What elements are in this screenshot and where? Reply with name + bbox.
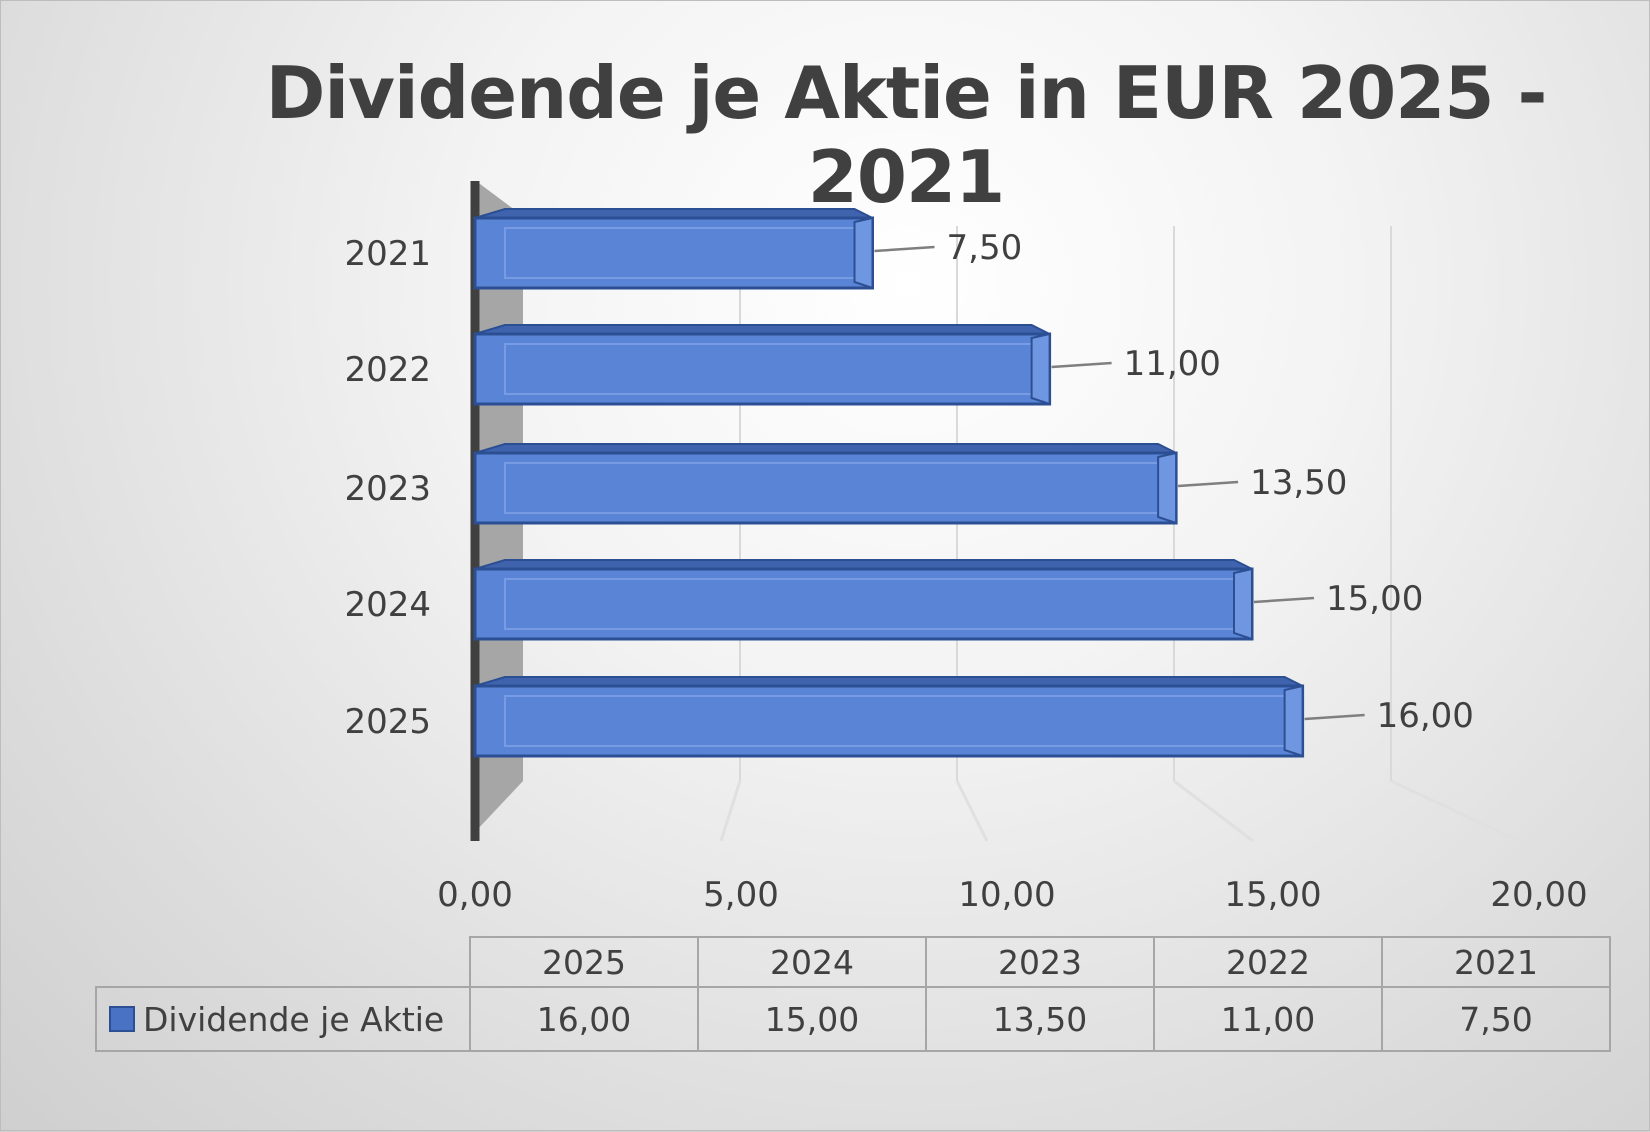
bar	[473, 567, 1254, 641]
category-label: 2022	[344, 350, 431, 390]
data-label: 11,00	[1124, 344, 1221, 384]
bar-end-face	[853, 216, 874, 290]
x-tick-label: 20,00	[1490, 875, 1587, 915]
bar	[473, 332, 1052, 406]
data-table-value-cell: 13,50	[925, 986, 1155, 1052]
category-label: 2021	[344, 234, 431, 274]
data-table-header-cell: 2025	[469, 936, 699, 988]
x-tick-label: 15,00	[1224, 875, 1321, 915]
data-label-leader	[1253, 596, 1315, 604]
data-table-series-cell: Dividende je Aktie	[95, 986, 471, 1052]
data-table-corner	[96, 937, 471, 988]
data-table: 2025 2024 2023 2022 2021 Dividende je Ak…	[95, 936, 1611, 1052]
data-label: 7,50	[947, 228, 1023, 268]
data-table-header-cell: 2022	[1153, 936, 1383, 988]
bar	[473, 216, 874, 290]
legend-series-label: Dividende je Aktie	[143, 999, 445, 1039]
bar-end-face	[1233, 567, 1253, 641]
data-table-header-cell: 2023	[925, 936, 1155, 988]
chart-title: Dividende je Aktie in EUR 2025 - 2021	[265, 51, 1548, 219]
category-label: 2023	[344, 469, 431, 509]
x-tick-label: 0,00	[437, 875, 513, 915]
data-label: 16,00	[1377, 696, 1474, 736]
x-tick-label: 10,00	[958, 875, 1055, 915]
x-tick-label: 5,00	[703, 875, 779, 915]
data-label-leader	[1051, 361, 1112, 369]
labels: 2025 16,00 2024 15,00 2023 13,50 2022 11,00 2021…	[344, 228, 1587, 915]
data-table-row: Dividende je Aktie 16,00 15,00 13,50 11,…	[95, 986, 1611, 1052]
data-table-header-cell: 2021	[1381, 936, 1611, 988]
gridline-floor	[719, 780, 742, 842]
gridline-floor	[1390, 779, 1520, 843]
data-label: 15,00	[1326, 579, 1423, 619]
category-label: 2024	[344, 585, 431, 625]
data-table-value-cell: 15,00	[697, 986, 927, 1052]
data-label-leader	[874, 245, 935, 253]
data-table-value-cell: 11,00	[1153, 986, 1383, 1052]
data-label-leader	[1304, 713, 1365, 721]
bar-end-face	[1030, 332, 1051, 406]
bar-end-face	[1157, 451, 1178, 525]
data-label-leader	[1178, 480, 1239, 488]
gridline-floor	[1173, 779, 1254, 843]
data-table-value-cell: 7,50	[1381, 986, 1611, 1052]
bar-end-face	[1283, 684, 1304, 758]
data-label: 13,50	[1250, 463, 1347, 503]
data-table-header-row: 2025 2024 2023 2022 2021	[96, 936, 1611, 988]
legend-key-icon	[109, 1006, 135, 1032]
gridline-floor	[955, 780, 989, 842]
bars	[473, 208, 1305, 758]
data-table-header-cell: 2024	[697, 936, 927, 988]
data-table-value-cell: 16,00	[469, 986, 699, 1052]
category-label: 2025	[344, 702, 431, 742]
